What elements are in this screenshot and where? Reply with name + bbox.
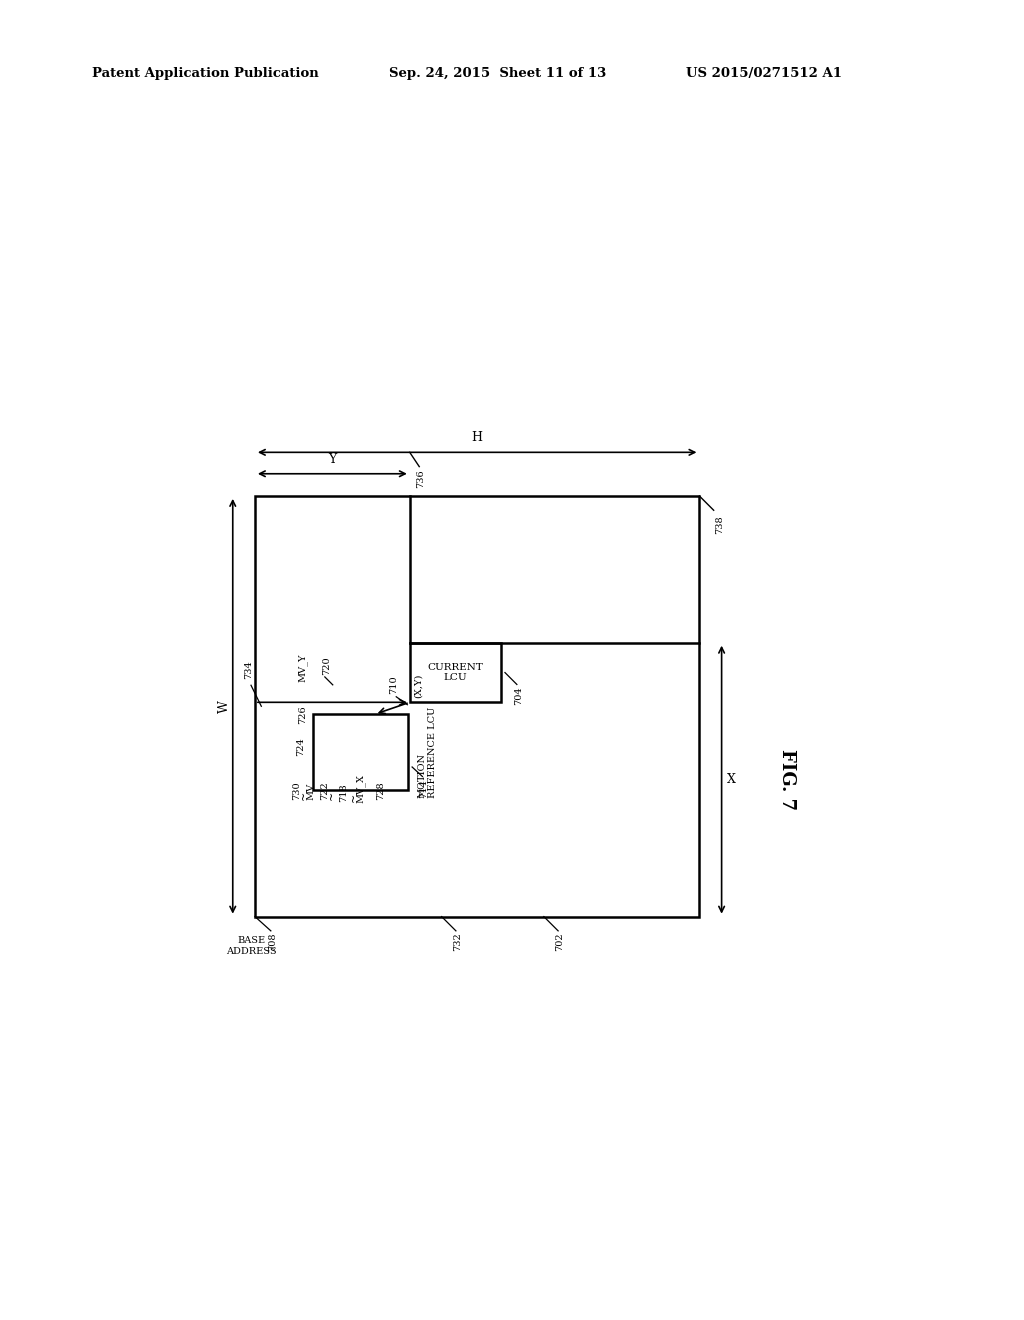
Text: (X,Y): (X,Y)	[414, 675, 423, 698]
Text: 720: 720	[322, 656, 331, 675]
Text: 736: 736	[417, 470, 425, 488]
Text: 738: 738	[715, 516, 724, 535]
Text: 722: 722	[321, 781, 330, 800]
Bar	[255, 496, 699, 916]
Text: 730: 730	[293, 781, 301, 800]
Text: MV: MV	[307, 783, 315, 800]
Text: MOTION
REFERENCE LCU: MOTION REFERENCE LCU	[418, 706, 437, 797]
Text: H: H	[472, 432, 482, 445]
Text: 734: 734	[244, 660, 253, 678]
Text: 718: 718	[339, 783, 348, 803]
Text: CURRENT
LCU: CURRENT LCU	[427, 663, 483, 682]
Text: X: X	[727, 774, 735, 787]
Text: MV_X: MV_X	[355, 774, 366, 803]
Text: 728: 728	[376, 781, 385, 800]
Text: 724: 724	[297, 737, 305, 756]
Text: ~: ~	[327, 791, 337, 800]
Text: 710: 710	[389, 676, 398, 694]
Text: Y: Y	[329, 453, 337, 466]
Text: ~: ~	[348, 793, 358, 803]
Text: 702: 702	[555, 932, 564, 952]
Bar	[410, 643, 501, 702]
Text: Patent Application Publication: Patent Application Publication	[92, 66, 318, 79]
Text: FIG. 7: FIG. 7	[777, 750, 796, 810]
Text: 726: 726	[298, 705, 307, 725]
Text: 732: 732	[453, 932, 462, 952]
Text: 704: 704	[514, 686, 523, 705]
Text: BASE
ADDRESS: BASE ADDRESS	[225, 936, 276, 956]
Text: MV_Y: MV_Y	[298, 653, 307, 682]
Text: W: W	[218, 700, 231, 713]
Text: 708: 708	[268, 932, 276, 950]
Text: Sep. 24, 2015  Sheet 11 of 13: Sep. 24, 2015 Sheet 11 of 13	[389, 66, 606, 79]
Text: 714: 714	[420, 779, 428, 797]
Text: ~: ~	[299, 791, 309, 800]
Text: US 2015/0271512 A1: US 2015/0271512 A1	[686, 66, 842, 79]
Bar	[313, 714, 409, 789]
